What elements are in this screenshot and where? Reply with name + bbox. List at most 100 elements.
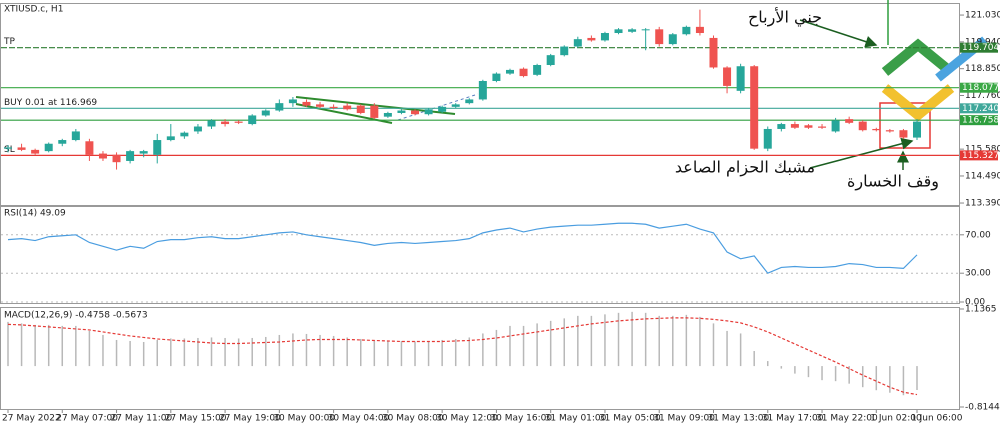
x-tick-label: 27 May 11:00 — [111, 414, 173, 424]
trade-line — [397, 93, 479, 121]
y-tick-label: 70.00 — [965, 230, 991, 240]
x-tick-label: 31 May 05:00 — [599, 414, 661, 424]
candle-body — [546, 55, 555, 66]
level-label: 118.077 — [962, 83, 999, 93]
candle-body — [261, 110, 270, 116]
x-tick-label: 31 May 17:00 — [762, 414, 824, 424]
candle-body — [899, 130, 908, 138]
annotation: جني الأرباح — [748, 7, 822, 28]
x-tick-label: 30 May 16:00 — [490, 414, 552, 424]
candle-body — [139, 151, 148, 154]
chart-title: XTIUSD.c, H1 — [4, 5, 63, 15]
x-tick-label: 27 May 19:00 — [219, 414, 281, 424]
candle-body — [221, 121, 230, 125]
candle-body — [505, 69, 514, 74]
y-tick-label: 115.580 — [965, 145, 1000, 155]
candle-body — [695, 26, 704, 34]
candle-body — [411, 110, 420, 115]
candle-body — [777, 124, 786, 129]
x-tick-label: 27 May 15:00 — [165, 414, 227, 424]
candle-body — [234, 121, 243, 123]
annotation: مشبك الحزام الصاعد — [675, 158, 815, 178]
candle-body — [682, 26, 691, 35]
candle-body — [858, 121, 867, 131]
candle-body — [668, 34, 677, 45]
y-tick-label: 1.1365 — [965, 305, 997, 315]
candle-body — [288, 99, 297, 104]
x-tick-label: 30 May 12:00 — [436, 414, 498, 424]
candle-body — [71, 131, 80, 141]
candle-body — [736, 66, 745, 91]
candle-body — [763, 128, 772, 149]
candle-body — [709, 37, 718, 68]
y-tick-label: 0.00 — [965, 298, 985, 308]
candle-body — [302, 101, 311, 106]
level-label-box — [960, 150, 998, 161]
level-label-box — [960, 103, 998, 114]
candle-body — [112, 154, 121, 163]
candle-body — [818, 126, 827, 128]
candle-body — [17, 147, 26, 150]
candle-body — [628, 29, 637, 32]
level-label-box — [960, 115, 998, 126]
candle-body — [845, 119, 854, 123]
x-tick-label: 31 May 22:00 — [816, 414, 878, 424]
candle-body — [275, 103, 284, 111]
candle-body — [913, 121, 921, 138]
candle-body — [492, 73, 501, 81]
candle-body — [750, 66, 759, 149]
arrow — [799, 19, 878, 48]
y-tick-label: 119.940 — [965, 37, 1000, 47]
x-tick-label: 27 May 07:00 — [56, 414, 118, 424]
candle-body — [44, 143, 53, 152]
candle-body — [166, 136, 175, 141]
x-tick-label: 1 Jun 06:00 — [911, 414, 963, 424]
candle-body — [180, 132, 189, 137]
y-tick-label: 114.490 — [965, 171, 1000, 181]
candle-body — [329, 106, 338, 109]
y-tick-label: 113.390 — [965, 199, 1000, 209]
level-label-box — [960, 42, 998, 53]
candle-body — [465, 99, 474, 104]
level-label: 119.704 — [962, 43, 999, 53]
candle-body — [600, 33, 609, 41]
x-tick-label: 30 May 00:00 — [273, 414, 335, 424]
candle-body — [872, 128, 881, 131]
candle-body — [723, 67, 732, 86]
y-tick-label: -0.8144 — [965, 403, 1000, 413]
candle-body — [641, 29, 650, 31]
candle-body — [804, 125, 813, 128]
candle-body — [98, 153, 107, 159]
candle-body — [207, 120, 216, 127]
level-name: TP — [3, 37, 15, 47]
candle-body — [4, 147, 12, 149]
candle-body — [193, 126, 202, 132]
candle-body — [560, 46, 569, 56]
candle-body — [587, 37, 596, 41]
x-tick-label: 1 Jun 02:00 — [870, 414, 922, 424]
candle-body — [519, 68, 528, 77]
candle-body — [356, 105, 365, 113]
x-tick-label: 31 May 09:00 — [653, 414, 715, 424]
candle-body — [85, 141, 94, 155]
macd-panel — [0, 307, 960, 410]
main-panel — [0, 3, 960, 206]
annotation: وقف الخسارة — [847, 172, 939, 192]
candle-body — [248, 115, 257, 125]
candle-body — [153, 140, 162, 155]
x-tick-label: 30 May 04:00 — [328, 414, 390, 424]
level-label-box — [960, 82, 998, 93]
candle-body — [790, 124, 799, 128]
candle-body — [614, 29, 623, 34]
candle-body — [655, 29, 664, 45]
x-tick-label: 30 May 08:00 — [382, 414, 444, 424]
candle-body — [316, 104, 325, 107]
candle-body — [478, 80, 487, 100]
candle-body — [438, 106, 447, 112]
rsi-panel — [0, 206, 960, 304]
candle-body — [831, 120, 840, 132]
candle-body — [573, 39, 582, 47]
level-label: 117.240 — [962, 104, 999, 114]
